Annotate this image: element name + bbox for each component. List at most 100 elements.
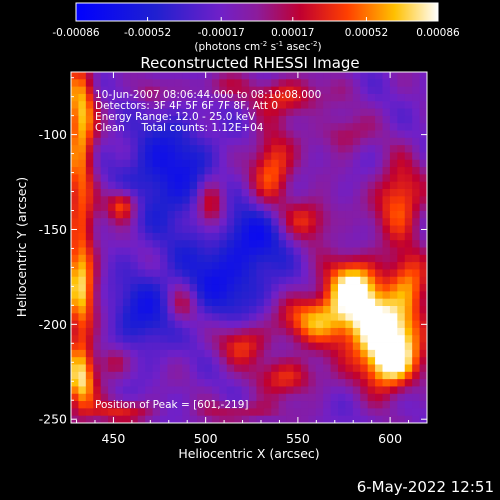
heatmap-cell <box>271 408 280 417</box>
heatmap-cell <box>71 371 79 380</box>
heatmap-cell <box>308 174 317 183</box>
heatmap-cell <box>256 167 265 175</box>
heatmap-cell <box>204 130 213 139</box>
heatmap-cell <box>160 240 168 248</box>
heatmap-cell <box>241 101 250 109</box>
heatmap-cell <box>338 115 346 124</box>
heatmap-cell <box>263 130 272 139</box>
heatmap-cell <box>300 115 309 124</box>
heatmap-cell <box>249 196 257 205</box>
heatmap-cell <box>93 291 102 300</box>
heatmap-cell <box>315 108 324 117</box>
heatmap-cell <box>249 181 257 190</box>
heatmap-cell <box>85 115 94 124</box>
heatmap-cell <box>189 327 198 336</box>
heatmap-cell <box>152 101 161 109</box>
heatmap-cell <box>160 181 168 190</box>
heatmap-cell <box>100 298 109 307</box>
heatmap-cell <box>286 93 294 102</box>
heatmap-cell <box>71 408 79 417</box>
heatmap-cell <box>360 145 369 153</box>
heatmap-cell <box>189 269 198 278</box>
heatmap-cell <box>174 386 183 395</box>
heatmap-cell <box>256 232 265 241</box>
heatmap-cell <box>71 196 79 205</box>
heatmap-cell <box>174 393 183 402</box>
heatmap-cell <box>204 357 213 365</box>
chart-title: Reconstructed RHESSI Image <box>140 54 359 72</box>
heatmap-cell <box>226 306 235 314</box>
heatmap-cell <box>182 123 191 131</box>
heatmap-cell <box>115 393 124 402</box>
colorbar-tick-label: 0.00052 <box>345 27 388 39</box>
heatmap-cell <box>278 320 287 329</box>
heatmap-cell <box>419 145 428 153</box>
heatmap-cell <box>219 298 228 307</box>
heatmap-cell <box>167 349 176 358</box>
heatmap-cell <box>226 145 235 153</box>
heatmap-cell <box>404 393 413 402</box>
heatmap-cell <box>100 335 109 343</box>
heatmap-cell <box>78 254 87 263</box>
heatmap-cell <box>308 306 317 314</box>
heatmap-cell <box>278 240 287 248</box>
heatmap-cell <box>130 101 139 109</box>
heatmap-cell <box>241 254 250 263</box>
heatmap-cell <box>145 79 153 88</box>
heatmap-cell <box>145 247 153 256</box>
heatmap-cell <box>226 276 235 285</box>
heatmap-cell <box>382 291 391 300</box>
heatmap-cell <box>93 335 102 343</box>
heatmap-cell <box>226 203 235 212</box>
heatmap-cell <box>182 86 191 95</box>
heatmap-cell <box>300 130 309 139</box>
heatmap-cell <box>115 203 124 212</box>
heatmap-cell <box>108 276 116 285</box>
heatmap-cell <box>330 240 339 248</box>
heatmap-cell <box>300 174 309 183</box>
heatmap-cell <box>271 72 280 80</box>
heatmap-cell <box>345 115 354 124</box>
heatmap-cell <box>330 159 339 168</box>
heatmap-cell <box>263 145 272 153</box>
heatmap-cell <box>308 196 317 205</box>
heatmap-cell <box>286 232 294 241</box>
heatmap-cell <box>234 247 242 256</box>
heatmap-cell <box>249 72 257 80</box>
heatmap-cell <box>404 123 413 131</box>
heatmap-cell <box>189 357 198 365</box>
heatmap-cell <box>389 232 398 241</box>
heatmap-cell <box>145 298 153 307</box>
heatmap-cell <box>323 115 331 124</box>
heatmap-cell <box>367 167 376 175</box>
heatmap-cell <box>93 364 102 373</box>
heatmap-cell <box>130 210 139 219</box>
heatmap-cell <box>367 159 376 168</box>
heatmap-cell <box>367 364 376 373</box>
heatmap-cell <box>352 269 361 278</box>
heatmap-cell <box>278 254 287 263</box>
heatmap-cell <box>174 225 183 234</box>
heatmap-cell <box>130 357 139 365</box>
x-tick-label: 600 <box>378 431 402 446</box>
heatmap-cell <box>345 298 354 307</box>
heatmap-cell <box>108 240 116 248</box>
heatmap-cell <box>71 123 79 131</box>
heatmap-cell <box>204 269 213 278</box>
heatmap-cell <box>278 284 287 292</box>
heatmap-cell <box>93 232 102 241</box>
heatmap-cell <box>189 232 198 241</box>
heatmap-cell <box>145 349 153 358</box>
heatmap-cell <box>323 327 331 336</box>
heatmap-cell <box>122 167 131 175</box>
heatmap-cell <box>412 415 420 424</box>
heatmap-cell <box>404 284 413 292</box>
heatmap-cell <box>338 284 346 292</box>
heatmap-cell <box>226 167 235 175</box>
heatmap-cell <box>300 203 309 212</box>
heatmap-cell <box>367 86 376 95</box>
heatmap-cell <box>263 298 272 307</box>
heatmap-cell <box>174 145 183 153</box>
heatmap-cell <box>256 145 265 153</box>
heatmap-cell <box>308 130 317 139</box>
